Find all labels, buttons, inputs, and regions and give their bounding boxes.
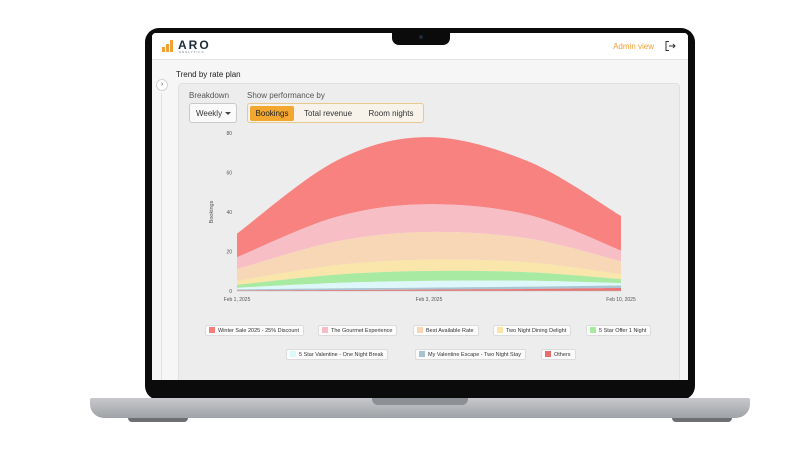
legend-label: 5 Star Offer 1 Night <box>599 328 647 334</box>
legend-label: Others <box>554 352 571 358</box>
performance-toggle-group: Bookings Total revenue Room nights <box>247 103 424 123</box>
legend-label: The Gourmet Experience <box>331 328 393 334</box>
legend-swatch <box>590 327 596 333</box>
area-the-gourmet-experience[interactable] <box>237 204 621 270</box>
legend-swatch <box>497 327 503 333</box>
legend-item[interactable]: 5 Star Offer 1 Night <box>586 325 652 336</box>
area-two-night-dining-delight[interactable] <box>237 259 621 285</box>
legend-item[interactable]: Winter Sale 2025 - 25% Discount <box>205 325 305 336</box>
legend-swatch <box>417 327 423 333</box>
logo-text: ARO <box>178 38 211 52</box>
legend-label: Two Night Dining Delight <box>506 328 567 334</box>
breakdown-select[interactable]: Weekly <box>189 103 237 123</box>
sidebar-divider <box>161 93 162 380</box>
trend-card: Breakdown Weekly Show performance by Boo… <box>178 83 680 380</box>
legend-swatch <box>545 351 551 357</box>
tab-bookings[interactable]: Bookings <box>250 106 294 121</box>
logo-bars-icon <box>162 40 176 52</box>
legend-item[interactable]: Others <box>541 349 576 360</box>
laptop-base <box>90 398 750 418</box>
y-tick-label: 20 <box>226 250 232 256</box>
legend-swatch <box>419 351 425 357</box>
y-axis-label: Bookings <box>209 200 215 223</box>
performance-label: Show performance by <box>247 91 325 100</box>
area-5-star-valentine-one-night-break[interactable] <box>237 280 621 290</box>
x-tick-label: Feb 10, 2025 <box>606 297 636 303</box>
y-tick-label: 60 <box>226 171 232 177</box>
breakdown-label: Breakdown <box>189 91 230 100</box>
legend-item[interactable]: Best Available Rate <box>413 325 479 336</box>
logout-icon[interactable] <box>664 40 676 52</box>
area-5-star-offer-1-night[interactable] <box>237 270 621 288</box>
y-tick-label: 80 <box>226 131 232 137</box>
legend-label: Best Available Rate <box>426 328 474 334</box>
laptop-foot-left <box>128 418 188 422</box>
logo-subtext: ANALYTICS <box>179 50 205 54</box>
legend-swatch <box>322 327 328 333</box>
page-title: Trend by rate plan <box>176 70 241 79</box>
camera-icon <box>419 35 423 39</box>
tab-total-revenue[interactable]: Total revenue <box>303 109 353 118</box>
y-tick-label: 0 <box>229 289 232 295</box>
legend-label: Winter Sale 2025 - 25% Discount <box>218 328 300 334</box>
legend-swatch <box>290 351 296 357</box>
legend-label: 5 Star Valentine - One Night Break <box>299 352 384 358</box>
legend-swatch <box>209 327 215 333</box>
legend-item[interactable]: The Gourmet Experience <box>318 325 398 336</box>
legend-item[interactable]: Two Night Dining Delight <box>493 325 572 336</box>
legend-label: My Valentine Escape - Two Night Stay <box>428 352 522 358</box>
y-tick-label: 40 <box>226 210 232 216</box>
legend-item[interactable]: My Valentine Escape - Two Night Stay <box>415 349 527 360</box>
sidebar-expand-button[interactable]: › <box>156 79 168 91</box>
tab-room-nights[interactable]: Room nights <box>368 109 414 118</box>
area-my-valentine-escape-two-night-stay[interactable] <box>237 285 621 291</box>
caret-down-icon <box>225 112 231 115</box>
area-winter-sale-2025-25-discount[interactable] <box>237 137 621 258</box>
area-best-available-rate[interactable] <box>237 231 621 281</box>
x-tick-label: Feb 3, 2025 <box>416 297 443 303</box>
admin-view-link[interactable]: Admin view <box>613 42 654 51</box>
x-tick-label: Feb 1, 2025 <box>224 297 251 303</box>
laptop-opening-notch <box>372 398 468 405</box>
bookings-stacked-area-chart: 0 20 40 60 80 Bookings Feb 1, 2025 Feb 3, 2025 F… <box>209 131 636 303</box>
top-bar: ARO ANALYTICS Admin view <box>152 33 688 60</box>
laptop-foot-right <box>672 418 732 422</box>
breakdown-value: Weekly <box>196 109 223 118</box>
legend-item[interactable]: 5 Star Valentine - One Night Break <box>286 349 389 360</box>
app-screen: ARO ANALYTICS Admin view › Trend by rate… <box>152 33 688 380</box>
area-others[interactable] <box>237 288 621 291</box>
